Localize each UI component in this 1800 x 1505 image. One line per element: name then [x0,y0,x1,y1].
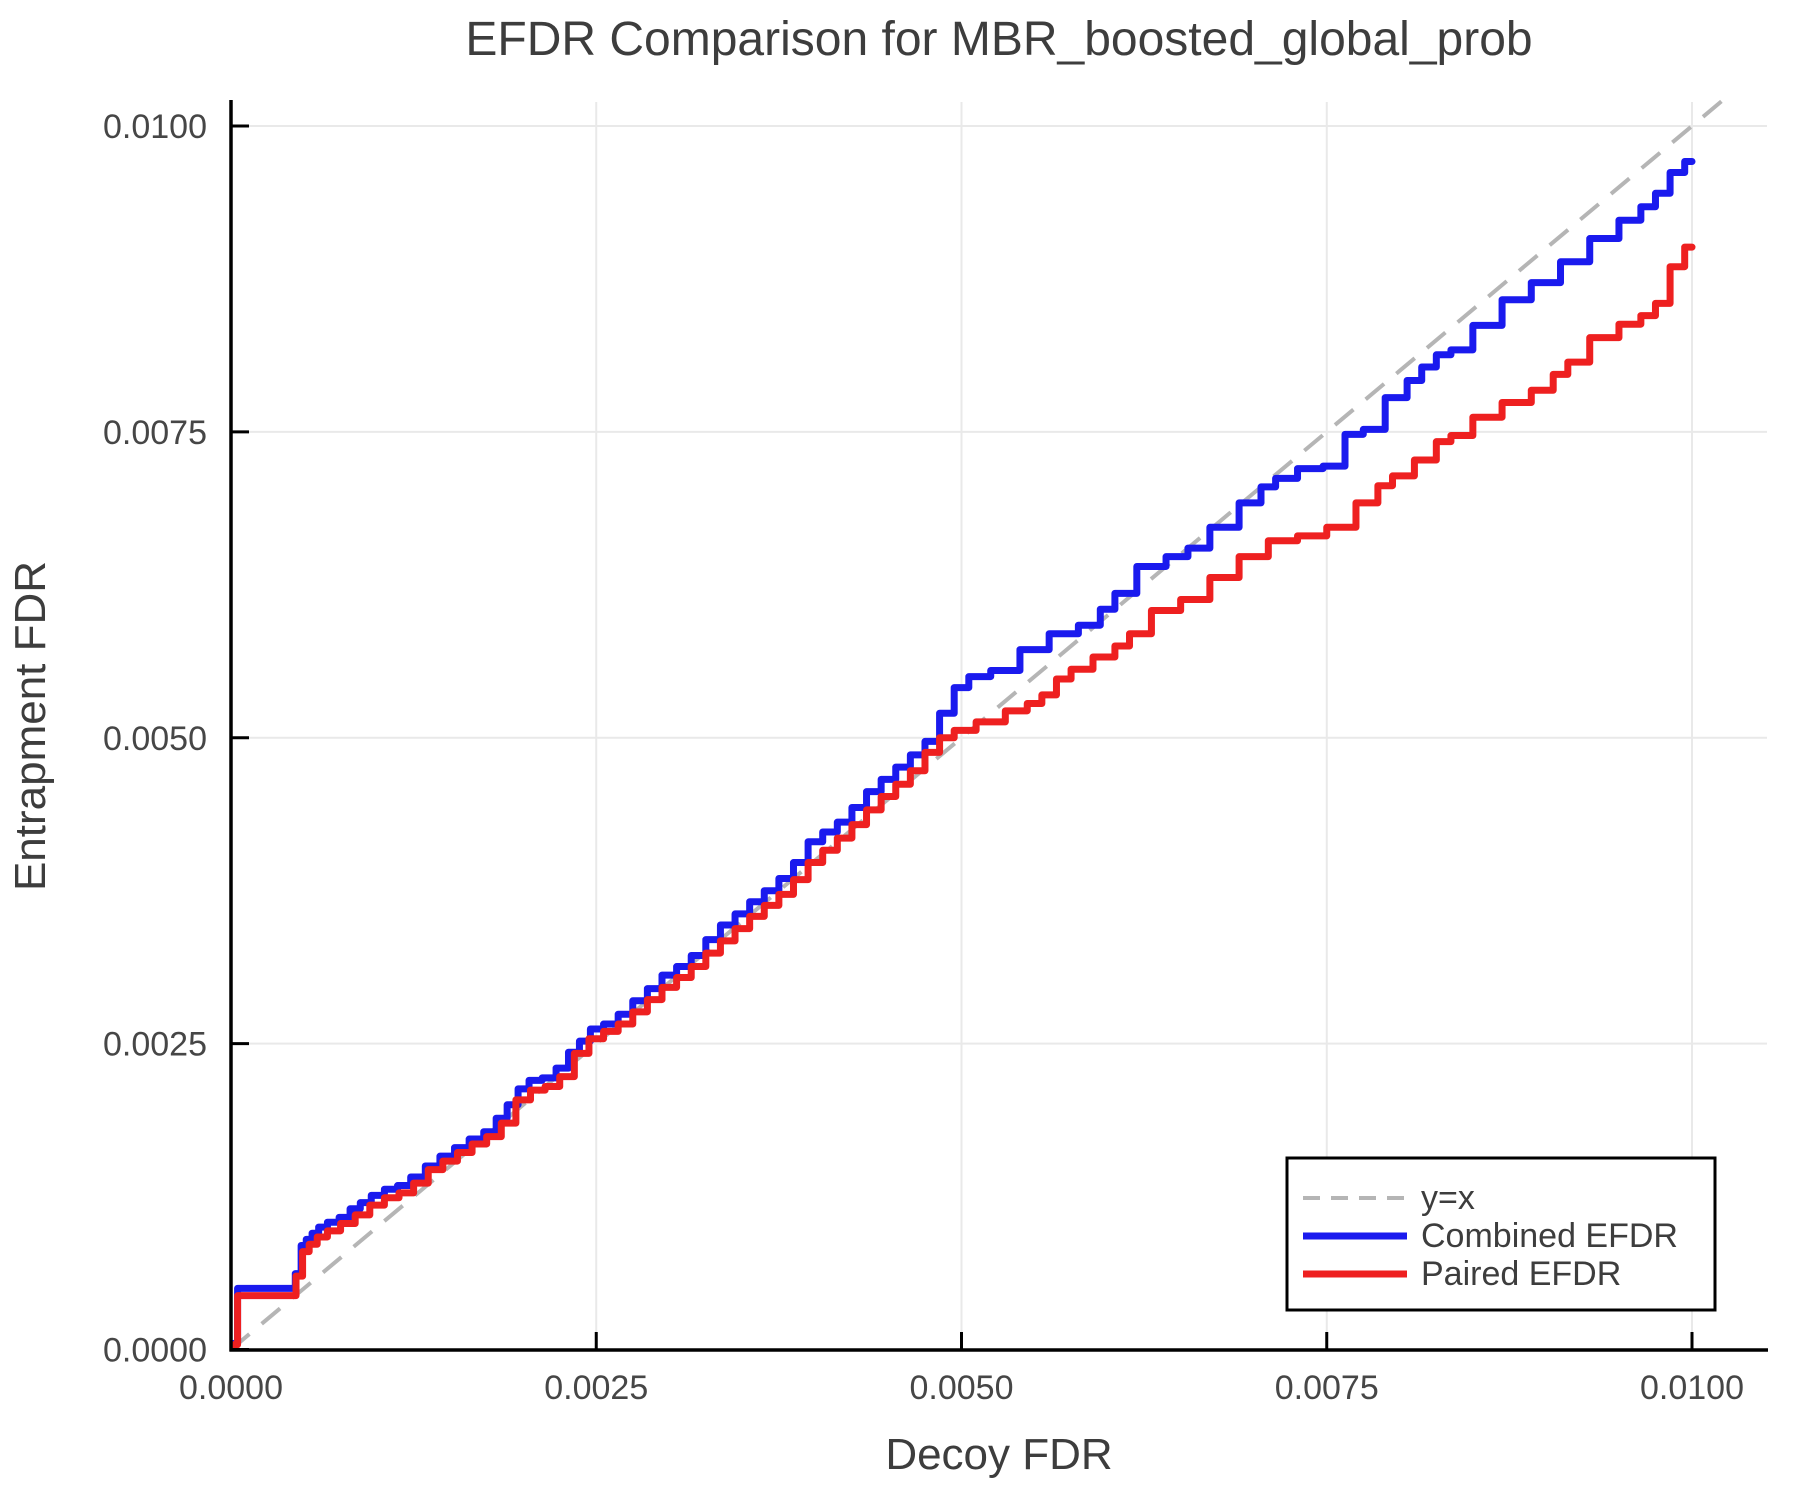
x-tick-label: 0.0025 [544,1369,648,1407]
legend-label-combined-efdr: Combined EFDR [1421,1217,1678,1255]
legend: y=x Combined EFDR Paired EFDR [1285,1156,1717,1312]
y-tick-label: 0.0000 [103,1332,207,1370]
y-tick-label: 0.0100 [103,108,207,146]
axis-ticks: 0.0000 0.0025 0.0050 0.0075 0.0100 0.0000 0.00… [103,108,1744,1407]
legend-label-paired-efdr: Paired EFDR [1421,1255,1621,1293]
chart-title: EFDR Comparison for MBR_boosted_global_p… [465,13,1532,66]
gridlines [231,102,1767,1350]
x-tick-label: 0.0000 [179,1369,283,1407]
combined-efdr-curve [231,157,1696,1351]
x-axis-label: Decoy FDR [885,1430,1112,1479]
y-tick-label: 0.0075 [103,414,207,452]
x-tick-label: 0.0050 [910,1369,1014,1407]
x-tick-label: 0.0075 [1275,1369,1379,1407]
y-tick-label: 0.0050 [103,720,207,758]
y-tick-label: 0.0025 [103,1026,207,1064]
x-tick-label: 0.0100 [1640,1369,1744,1407]
y-axis-label: Entrapment FDR [6,561,55,891]
series-lines [231,98,1729,1351]
legend-label-yx: y=x [1421,1179,1475,1217]
paired-efdr-curve [231,243,1696,1351]
